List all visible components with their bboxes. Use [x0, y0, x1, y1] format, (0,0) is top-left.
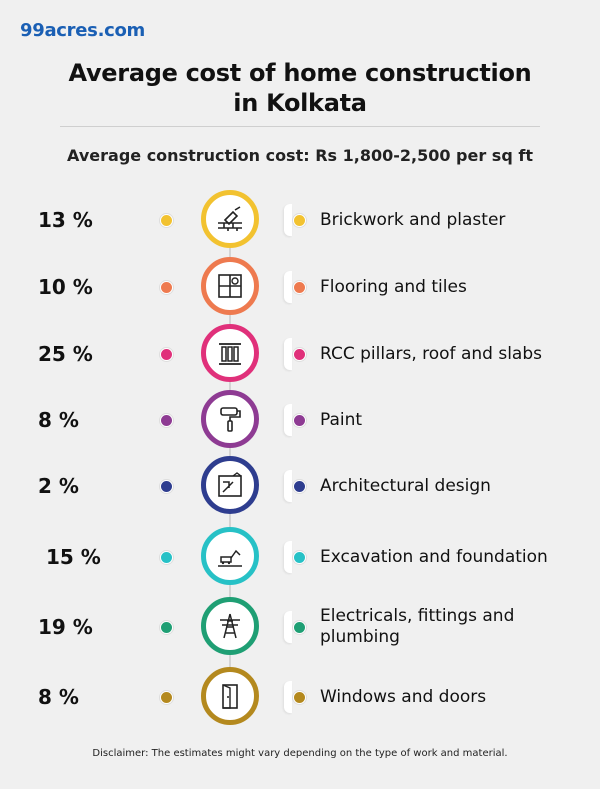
- right-dot: [293, 480, 306, 493]
- category-ring: [201, 527, 259, 585]
- disclaimer: Disclaimer: The estimates might vary dep…: [92, 748, 508, 759]
- percent-value: 8 %: [38, 408, 79, 432]
- divider: [60, 126, 540, 127]
- right-dot: [293, 281, 306, 294]
- label-tab: [284, 541, 292, 573]
- title-line-1: Average cost of home construction: [68, 59, 532, 87]
- category-label: Brickwork and plaster: [320, 209, 506, 230]
- label-tab: [284, 681, 292, 713]
- percent-value: 25 %: [38, 342, 93, 366]
- category-ring: [201, 257, 259, 315]
- connector-line: [229, 448, 231, 456]
- category-ring: [201, 390, 259, 448]
- left-dot: [160, 414, 173, 427]
- category-ring: [201, 190, 259, 248]
- right-dot: [293, 414, 306, 427]
- category-ring: [201, 597, 259, 655]
- list-item: 19 % Electricals, fittings and plumbing: [0, 597, 600, 657]
- connector-line: [229, 514, 231, 527]
- list-item: 2 % Architectural design: [0, 456, 600, 516]
- category-label: Flooring and tiles: [320, 276, 467, 297]
- door-icon: [222, 684, 238, 709]
- left-dot: [160, 480, 173, 493]
- right-dot: [293, 621, 306, 634]
- left-dot: [160, 621, 173, 634]
- list-item: 10 % Flooring and tiles: [0, 257, 600, 317]
- right-dot: [293, 214, 306, 227]
- category-label: Architectural design: [320, 475, 491, 496]
- blueprint-icon: [218, 472, 242, 497]
- category-label: RCC pillars, roof and slabs: [320, 343, 542, 364]
- list-item: 8 % Windows and doors: [0, 667, 600, 727]
- connector-line: [229, 315, 231, 324]
- left-dot: [160, 691, 173, 704]
- connector-line: [229, 382, 231, 390]
- percent-value: 2 %: [38, 474, 79, 498]
- list-item: 15 % Excavation and foundation: [0, 527, 600, 587]
- right-dot: [293, 691, 306, 704]
- floor-tiles-icon: [218, 274, 242, 298]
- list-item: 8 % Paint: [0, 390, 600, 450]
- label-tab: [284, 338, 292, 370]
- list-item: 13 % Brickwork and plaster: [0, 190, 600, 250]
- subtitle: Average construction cost: Rs 1,800-2,50…: [67, 146, 533, 165]
- label-tab: [284, 470, 292, 502]
- trowel-bricks-icon: [218, 206, 242, 231]
- title-line-2: in Kolkata: [233, 89, 367, 117]
- percent-value: 8 %: [38, 685, 79, 709]
- connector-line: [229, 585, 231, 597]
- connector-line: [229, 248, 231, 257]
- percent-value: 15 %: [46, 545, 101, 569]
- category-label: Excavation and foundation: [320, 546, 548, 567]
- label-tab: [284, 404, 292, 436]
- label-tab: [284, 204, 292, 236]
- list-item: 25 % RCC pillars, roof and slabs: [0, 324, 600, 384]
- pillars-icon: [219, 343, 241, 365]
- paint-roller-icon: [220, 407, 241, 432]
- category-ring: [201, 324, 259, 382]
- right-dot: [293, 551, 306, 564]
- page-title: Average cost of home construction in Kol…: [0, 58, 600, 118]
- left-dot: [160, 551, 173, 564]
- percent-value: 13 %: [38, 208, 93, 232]
- power-tower-icon: [220, 613, 240, 639]
- left-dot: [160, 348, 173, 361]
- category-label: Windows and doors: [320, 686, 487, 707]
- category-ring: [201, 456, 259, 514]
- category-label: Electricals, fittings and plumbing: [320, 606, 515, 647]
- category-ring: [201, 667, 259, 725]
- left-dot: [160, 214, 173, 227]
- excavator-icon: [218, 549, 242, 567]
- label-tab: [284, 271, 292, 303]
- left-dot: [160, 281, 173, 294]
- category-label: Paint: [320, 409, 363, 430]
- percent-value: 10 %: [38, 275, 93, 299]
- percent-value: 19 %: [38, 615, 93, 639]
- connector-line: [229, 655, 231, 667]
- brand-logo: 99acres.com: [20, 20, 145, 41]
- label-tab: [284, 611, 292, 643]
- right-dot: [293, 348, 306, 361]
